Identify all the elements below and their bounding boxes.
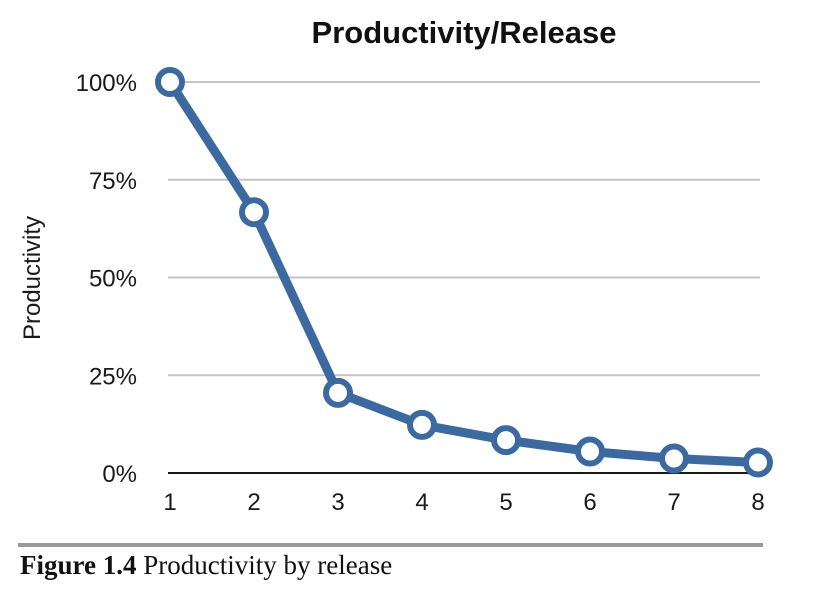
gridlines [168, 81, 760, 474]
figure-caption: Figure 1.4 Productivity by release [20, 550, 392, 581]
data-point [239, 197, 269, 228]
chart-title: Productivity/Release [312, 15, 617, 50]
x-tick-label: 7 [667, 489, 680, 516]
series-line [165, 77, 763, 467]
x-tick-label: 8 [751, 489, 764, 516]
data-point [491, 425, 521, 456]
y-tick-label: 50% [89, 266, 137, 293]
x-tick-label: 2 [247, 489, 260, 516]
x-tick-label: 1 [163, 489, 176, 516]
y-tick-label: 25% [89, 363, 137, 390]
y-axis-label: Productivity [19, 216, 46, 340]
x-tick-label: 3 [331, 489, 344, 516]
data-point [407, 409, 437, 440]
caption-text: Productivity by release [143, 550, 393, 580]
series-group [155, 67, 773, 478]
line-chart: Productivity/Release Productivity 100%75… [19, 15, 773, 516]
x-tick-label: 4 [415, 489, 428, 516]
data-point [323, 377, 353, 408]
x-tick-labels: 1 2 3 4 5 6 7 8 [163, 489, 764, 516]
y-tick-label: 100% [76, 70, 137, 97]
y-tick-labels: 100% 75% 50% 25% 0% [76, 70, 137, 488]
data-point [155, 67, 185, 97]
caption-rule [18, 543, 763, 547]
x-tick-label: 6 [583, 489, 596, 516]
x-tick-label: 5 [499, 489, 512, 516]
y-tick-label: 0% [102, 461, 137, 488]
data-point [743, 447, 773, 478]
data-point [575, 436, 605, 467]
figure-number: Figure 1.4 [20, 550, 137, 580]
y-tick-label: 75% [89, 168, 137, 195]
data-point [659, 443, 689, 474]
